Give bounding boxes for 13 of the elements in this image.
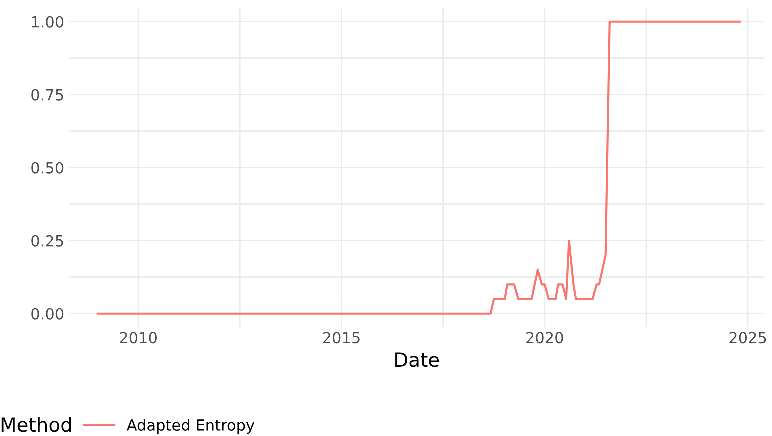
y-tick-label: 0.25 <box>32 235 64 247</box>
y-tick-label: 0.75 <box>32 89 64 101</box>
x-tick-label: 2020 <box>526 332 564 344</box>
x-tick-label: 2010 <box>120 332 157 344</box>
y-tick-label: 1.00 <box>32 16 64 28</box>
line-series <box>96 20 741 315</box>
legend-label: Adapted Entropy <box>126 419 255 434</box>
y-tick-label: 0.00 <box>32 308 64 320</box>
legend-title: Method <box>2 417 72 432</box>
x-tick-label: 2025 <box>730 332 766 344</box>
x-tick-label: 2015 <box>323 332 360 344</box>
y-tick-label: 0.50 <box>32 162 64 174</box>
x-axis-title: Date <box>396 352 440 368</box>
